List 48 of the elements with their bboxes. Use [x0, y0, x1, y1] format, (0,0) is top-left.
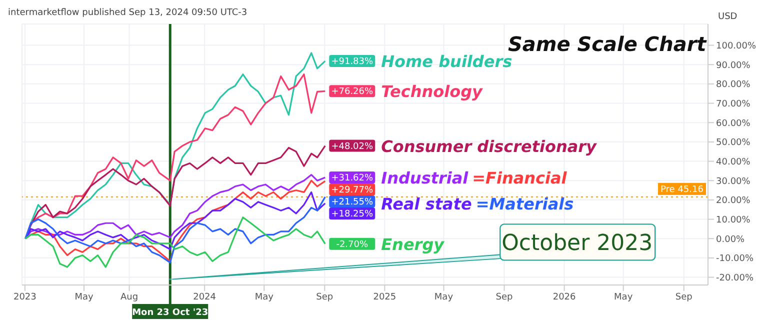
x-tick-label: May: [434, 292, 454, 302]
x-tick-label: Sep: [675, 292, 693, 302]
data-label: +18.25%: [331, 209, 374, 220]
y-tick-label: 60.00%: [716, 118, 751, 129]
y-tick-label: 30.00%: [716, 176, 751, 187]
legend-label: Real state: [381, 194, 472, 214]
data-label: +29.77%: [331, 185, 374, 196]
y-tick-label: -20.00%: [716, 273, 754, 284]
line-series: [24, 191, 326, 250]
x-tick-label: May: [254, 292, 274, 302]
text: intermarketflow published Sep 13, 2024 09:50 UTC-3: [8, 8, 248, 18]
x-tick-label: 2026: [552, 292, 576, 302]
annotation: October 2023: [502, 231, 653, 256]
line-series: [24, 216, 326, 268]
data-label: +76.26%: [331, 87, 374, 98]
y-tick-label: 10.00%: [716, 215, 751, 226]
x-tick-label: 2024: [193, 292, 216, 302]
y-tick-label: 80.00%: [716, 80, 751, 90]
legend-label: Technology: [381, 82, 484, 102]
data-label: -2.70%: [336, 240, 369, 250]
data-label: +91.83%: [331, 57, 374, 68]
x-tick-label: 2023: [14, 292, 36, 302]
x-tick-label: Aug: [120, 292, 138, 302]
x-tick-label: Sep: [496, 292, 514, 302]
y-tick-label: -10.00%: [716, 254, 754, 264]
x-tick-label: May: [614, 292, 634, 302]
text: USD: [718, 12, 738, 22]
x-tick-label: May: [74, 292, 94, 302]
data-label: +31.62%: [331, 173, 374, 184]
line-series: [24, 196, 326, 264]
ref-line-label: Pre 45.16: [660, 184, 704, 195]
data-label: +48.02%: [331, 142, 374, 152]
y-tick-label: 70.00%: [716, 99, 751, 110]
legend-label: Energy: [381, 234, 445, 254]
y-tick-label: 90.00%: [716, 60, 751, 71]
x-tick-label: Sep: [316, 292, 334, 302]
y-tick-label: 0.00%: [716, 234, 746, 245]
y-tick-label: 40.00%: [716, 157, 751, 168]
text: =Materials: [476, 194, 574, 214]
ref-line-label: Mon 23 Oct '23: [132, 308, 208, 318]
text: =Financial: [472, 168, 568, 188]
y-tick-label: 20.00%: [716, 196, 751, 206]
y-tick-label: 100.00%: [716, 41, 756, 52]
x-tick-label: 2025: [373, 292, 396, 302]
legend-label: Industrial: [381, 168, 469, 188]
y-tick-label: 50.00%: [716, 138, 751, 148]
legend-label: Consumer discretionary: [381, 136, 598, 156]
data-label: +21.55%: [331, 197, 374, 208]
